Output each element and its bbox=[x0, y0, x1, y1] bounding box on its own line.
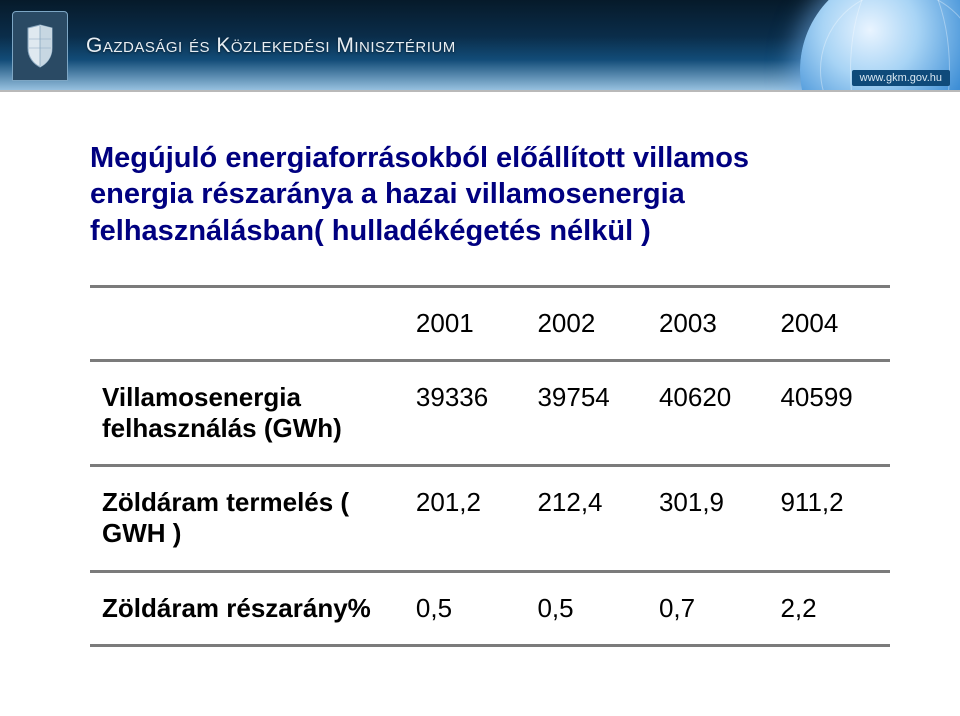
slide-header: Gazdasági és Közlekedési Minisztérium ww… bbox=[0, 0, 960, 92]
table-cell: 911,2 bbox=[768, 466, 890, 571]
table-cell: 39336 bbox=[404, 360, 526, 465]
ministry-title: Gazdasági és Közlekedési Minisztérium bbox=[86, 34, 456, 58]
table-corner-blank bbox=[90, 286, 404, 360]
table-cell: 39754 bbox=[525, 360, 647, 465]
table-col-header: 2004 bbox=[768, 286, 890, 360]
table-col-header: 2002 bbox=[525, 286, 647, 360]
table-row-label: Zöldáram termelés ( GWH ) bbox=[90, 466, 404, 571]
table-row: Zöldáram termelés ( GWH ) 201,2 212,4 30… bbox=[90, 466, 890, 571]
header-divider bbox=[0, 90, 960, 92]
table-header-row: 2001 2002 2003 2004 bbox=[90, 286, 890, 360]
slide-title-line: felhasználásban( hulladékégetés nélkül ) bbox=[90, 215, 651, 247]
table-cell: 2,2 bbox=[768, 571, 890, 645]
data-table: 2001 2002 2003 2004 Villamosenergia felh… bbox=[90, 285, 890, 647]
table-row-label: Villamosenergia felhasználás (GWh) bbox=[90, 360, 404, 465]
slide-title: Megújuló energiaforrásokból előállított … bbox=[90, 140, 890, 249]
table-cell: 40620 bbox=[647, 360, 769, 465]
table-row: Villamosenergia felhasználás (GWh) 39336… bbox=[90, 360, 890, 465]
table-cell: 0,5 bbox=[404, 571, 526, 645]
table-cell: 201,2 bbox=[404, 466, 526, 571]
table-cell: 0,7 bbox=[647, 571, 769, 645]
table-col-header: 2003 bbox=[647, 286, 769, 360]
table-cell: 301,9 bbox=[647, 466, 769, 571]
header-globe-art: www.gkm.gov.hu bbox=[680, 0, 960, 92]
table-col-header: 2001 bbox=[404, 286, 526, 360]
slide-content: Megújuló energiaforrásokból előállított … bbox=[0, 92, 960, 716]
table-row: Zöldáram részarány% 0,5 0,5 0,7 2,2 bbox=[90, 571, 890, 645]
slide-title-line: energia részaránya a hazai villamosenerg… bbox=[90, 178, 685, 210]
table-cell: 40599 bbox=[768, 360, 890, 465]
table-cell: 0,5 bbox=[525, 571, 647, 645]
slide-title-line: Megújuló energiaforrásokból előállított … bbox=[90, 142, 749, 174]
table-row-label: Zöldáram részarány% bbox=[90, 571, 404, 645]
table-cell: 212,4 bbox=[525, 466, 647, 571]
site-url-badge: www.gkm.gov.hu bbox=[852, 70, 950, 86]
coat-of-arms-icon bbox=[12, 11, 68, 81]
